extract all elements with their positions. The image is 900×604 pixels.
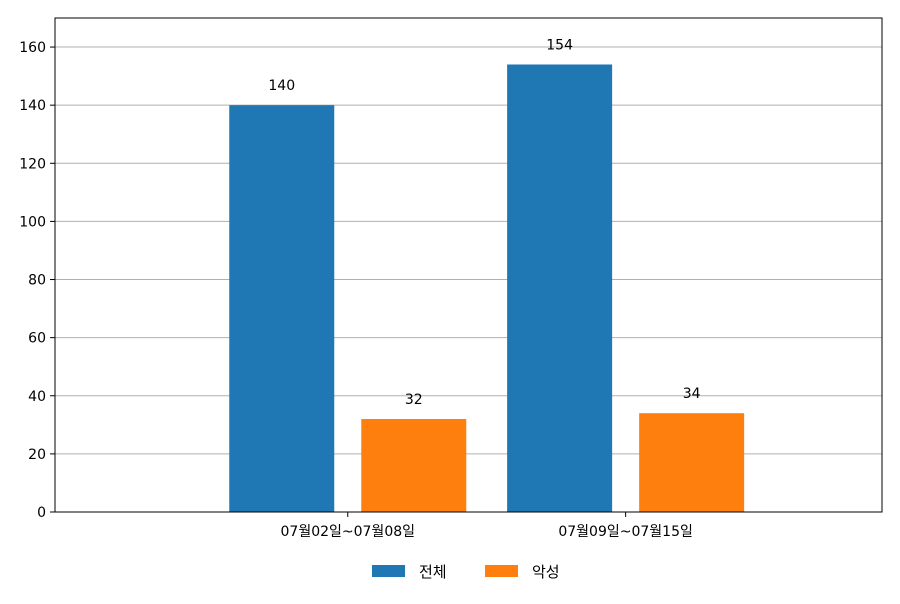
legend-swatch	[372, 565, 405, 577]
gridlines	[55, 46, 882, 455]
y-axis: 0 20 40 60 80 100 120 140 160	[19, 40, 55, 521]
bars	[229, 64, 745, 513]
x-tick-label: 07월02일~07월08일	[281, 524, 416, 540]
y-tick-label: 60	[28, 331, 46, 347]
legend: 전체 악성	[372, 563, 560, 581]
x-tick-label: 07월09일~07월15일	[558, 524, 693, 540]
bar-value-label: 140	[268, 78, 295, 94]
bar-total	[229, 105, 335, 513]
plot-frame	[54, 17, 883, 513]
y-tick-label: 120	[19, 156, 46, 172]
y-tick-label: 0	[37, 505, 46, 521]
legend-swatch	[485, 565, 518, 577]
legend-label: 전체	[419, 563, 447, 581]
bar-malicious	[361, 419, 467, 512]
x-axis: 07월02일~07월08일 07월09일~07월15일	[281, 512, 693, 540]
y-tick-label: 80	[28, 273, 46, 289]
y-tick-label: 40	[28, 389, 46, 405]
bar-value-label: 32	[405, 392, 423, 408]
legend-label: 악성	[532, 563, 560, 581]
y-tick-label: 140	[19, 98, 46, 114]
bar-malicious	[639, 413, 745, 512]
y-tick-label: 160	[19, 40, 46, 56]
bar-value-label: 34	[683, 386, 701, 402]
bar-value-label: 154	[546, 37, 573, 53]
y-tick-label: 100	[19, 214, 46, 230]
data-labels: 140 32 154 34	[268, 37, 700, 408]
bar-total	[507, 64, 613, 513]
y-tick-label: 20	[28, 447, 46, 463]
